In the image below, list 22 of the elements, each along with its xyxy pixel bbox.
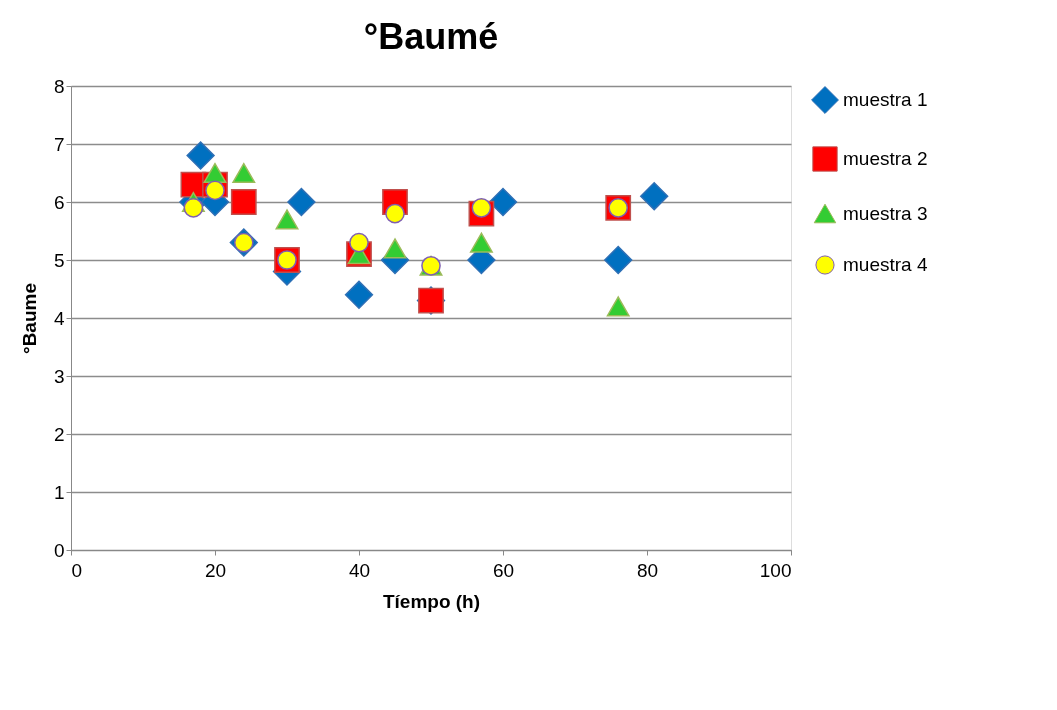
y-tick-label: 5 — [53, 249, 65, 271]
legend-label: muestra 3 — [843, 202, 928, 224]
legend-label: muestra 2 — [843, 148, 928, 169]
y-tick-label: 1 — [53, 481, 65, 503]
y-tick-label: 8 — [53, 75, 65, 97]
legend-label: muestra 4 — [843, 254, 928, 275]
x-axis-title: Tíempo (h) — [382, 590, 481, 612]
x-tick-label: 40 — [348, 559, 371, 581]
y-tick-label: 2 — [53, 423, 65, 445]
x-tick-label: 100 — [759, 559, 792, 581]
y-tick-label: 4 — [53, 307, 65, 329]
legend-label: muestra 1 — [843, 89, 928, 110]
x-tick-label: 0 — [71, 559, 83, 581]
x-tick-label: 60 — [492, 559, 515, 581]
y-tick-label: 7 — [53, 133, 65, 155]
x-tick-label: 80 — [636, 559, 659, 581]
chart-title: °Baumé — [363, 16, 499, 57]
y-tick-label: 3 — [53, 365, 65, 387]
x-tick-label: 20 — [204, 559, 227, 581]
y-tick-label: 0 — [53, 539, 65, 561]
y-tick-label: 6 — [53, 191, 65, 213]
y-axis-title: °Baume — [18, 283, 40, 354]
